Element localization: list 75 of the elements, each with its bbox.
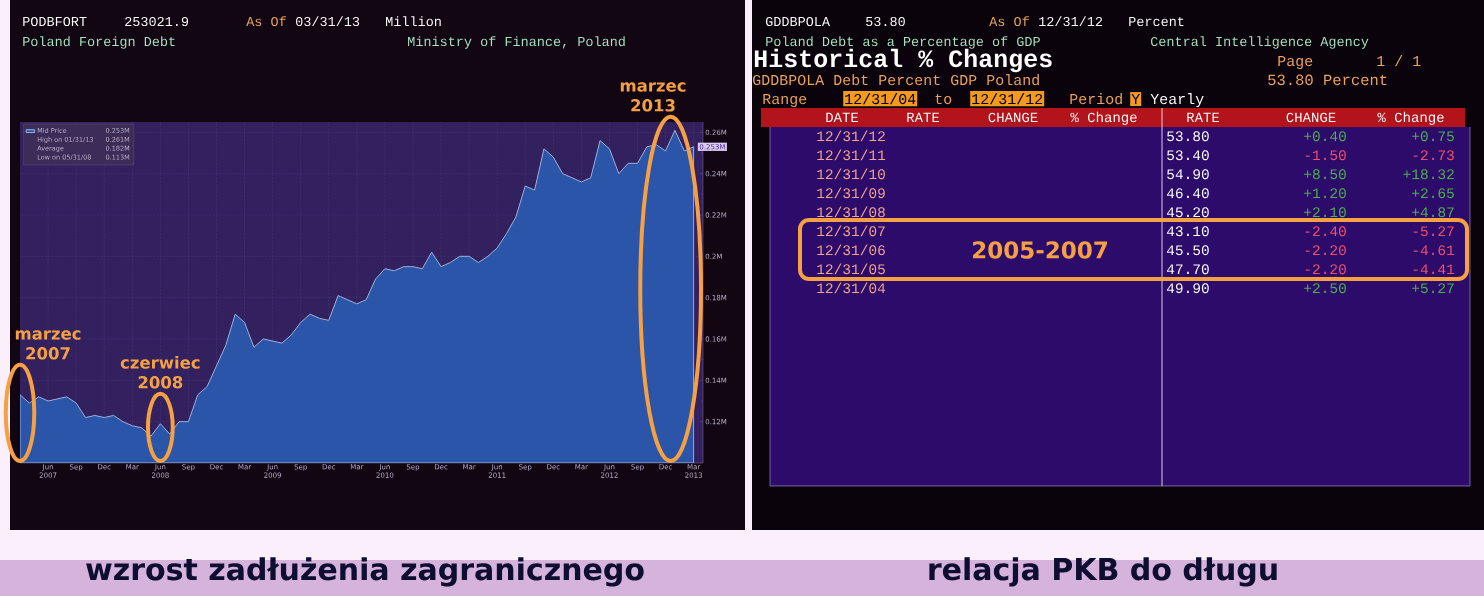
data-label: -2.20	[1305, 245, 1346, 256]
text: Poland Debt as a Percentage of GDP	[766, 36, 1040, 49]
data-label: -1.50	[1305, 150, 1346, 161]
data-label: 45.50	[1166, 245, 1209, 256]
data-label: 54.90	[1167, 169, 1209, 180]
text: 12/31/12	[1039, 16, 1103, 27]
text: PODBFORT	[23, 16, 87, 27]
data-label: -2.20	[1305, 264, 1346, 275]
data-label: +4.87	[1412, 207, 1454, 218]
text: wzrost zadłużenia zagranicznego	[86, 557, 644, 587]
annotation: marzec 2007	[15, 330, 81, 360]
text: 53.80	[866, 16, 905, 27]
text: Page	[1278, 56, 1313, 70]
text: 2005-2007	[973, 241, 1107, 259]
data-label: -2.73	[1413, 150, 1454, 161]
text: 253021.9	[125, 16, 189, 27]
text: DATE	[826, 112, 859, 122]
text: Historical % Changes	[754, 48, 1052, 73]
data-label: -5.27	[1413, 226, 1454, 237]
data-label: 53.80	[1167, 131, 1209, 142]
text: CHANGE	[988, 112, 1038, 123]
text: Percent	[1129, 17, 1184, 27]
text: Range	[763, 94, 807, 108]
text: RATE	[907, 112, 940, 122]
data-label: 49.90	[1166, 283, 1209, 294]
data-label: +0.75	[1412, 131, 1454, 142]
category-label: 12/31/08	[817, 206, 885, 218]
category-label: 12/31/04	[817, 282, 886, 294]
data-label: +2.65	[1412, 188, 1454, 199]
text: Central Intelligence Agency	[1150, 36, 1369, 49]
text: CHANGE	[1286, 112, 1336, 123]
text: 12/31/04	[845, 93, 916, 105]
data-label: +2.50	[1304, 283, 1346, 294]
data-label: -4.41	[1413, 264, 1455, 274]
category-label: 12/31/09	[817, 187, 885, 199]
text: Million	[386, 16, 441, 27]
annotation: czerwiec 2008	[120, 355, 200, 389]
data-label: -2.40	[1305, 226, 1346, 237]
chart-subtitle: Ministry of Finance, Poland	[408, 36, 625, 49]
text: GDDBPOLA	[765, 16, 830, 27]
text: % Change	[1377, 111, 1444, 125]
chart-title: Poland Foreign Debt	[23, 36, 175, 49]
text: 53.80 Percent	[1268, 74, 1387, 86]
data-label: +2.10	[1304, 207, 1346, 218]
text: 1 / 1	[1377, 55, 1421, 67]
data-label: 46.40	[1166, 188, 1209, 199]
category-label: 12/31/11	[817, 149, 886, 161]
data-label: 47.70	[1166, 264, 1209, 275]
category-label: 12/31/06	[817, 244, 885, 256]
category-label: 12/31/05	[817, 263, 885, 275]
data-label: +18.32	[1403, 169, 1454, 180]
category-label: 12/31/07	[817, 225, 885, 237]
data-label: +1.20	[1304, 188, 1346, 199]
text: relacja PKB do długu	[929, 557, 1277, 587]
category-label: 12/31/10	[817, 168, 885, 180]
data-label: 43.10	[1166, 226, 1209, 237]
text: As Of	[989, 16, 1029, 27]
text: to	[935, 94, 952, 105]
text: As Of	[246, 16, 286, 27]
annotation: marzec 2013	[620, 82, 686, 112]
text: Y	[1131, 94, 1140, 104]
series-label: RATE	[1187, 112, 1220, 122]
data-label: +5.27	[1412, 283, 1454, 294]
data-label: -4.61	[1413, 245, 1455, 256]
text: Yearly	[1150, 93, 1204, 108]
text: % Change	[1070, 111, 1137, 125]
text: 03/31/13	[296, 16, 360, 27]
text: Period	[1070, 93, 1122, 105]
category-label: 12/31/12	[817, 130, 885, 142]
data-label: 53.40	[1167, 150, 1209, 161]
data-label: +0.40	[1304, 131, 1346, 142]
text: 12/31/12	[972, 93, 1043, 105]
data-label: 45.20	[1166, 207, 1209, 218]
data-label: +8.50	[1304, 169, 1346, 180]
text: GDDBPOLA Debt Percent GDP Poland	[753, 74, 1039, 86]
